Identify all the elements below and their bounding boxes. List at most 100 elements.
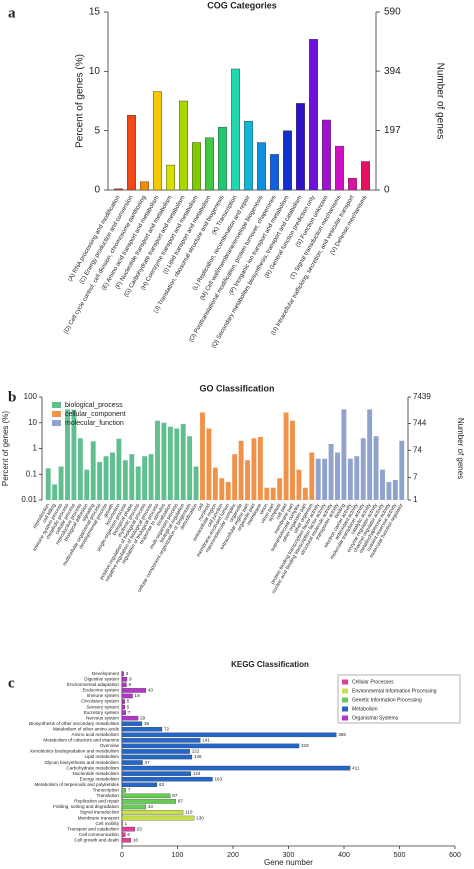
bar <box>238 440 244 500</box>
bar <box>232 454 238 500</box>
legend-label: Metabolism <box>352 706 378 712</box>
legend-label: Cellular Processes <box>352 679 394 685</box>
value-label: 130 <box>196 815 204 820</box>
bar <box>251 438 257 500</box>
x-tick-label: cell <box>196 503 205 513</box>
bar <box>322 119 331 191</box>
bar <box>347 458 353 500</box>
bar <box>153 91 162 191</box>
bar <box>244 120 253 191</box>
bar <box>200 412 205 500</box>
value-label: 3 <box>126 671 129 676</box>
bar <box>341 409 347 500</box>
y-axis-label: Percent of genes (%) <box>75 54 86 148</box>
bar <box>121 732 337 738</box>
bar <box>52 484 58 500</box>
legend-label: Genetic Information Processing <box>352 697 422 703</box>
value-label: 36 <box>144 721 150 726</box>
bar <box>257 436 263 500</box>
bar <box>121 699 125 704</box>
value-label: 29 <box>140 715 146 720</box>
y-tick-label: 0.1 <box>26 469 38 478</box>
bar <box>328 443 334 500</box>
bar <box>71 409 77 500</box>
y-tick-label: 10 <box>89 66 101 77</box>
value-label: 163 <box>214 776 222 781</box>
y-tick-label: Transport and catabolism <box>67 826 119 831</box>
y-axis-label: Percent of genes (%) <box>1 411 10 486</box>
y2-tick-label: 7 <box>413 473 418 482</box>
y-tick-label: Nervous system <box>86 715 119 720</box>
value-label: 122 <box>192 749 200 754</box>
y-tick-label: 0 <box>94 185 100 196</box>
bar <box>84 469 90 500</box>
y2-tick-label: 744 <box>413 419 427 428</box>
legend-box <box>337 674 461 724</box>
value-label: 37 <box>145 760 151 765</box>
bar <box>121 837 132 843</box>
y-tick-label: Circulatory system <box>81 699 119 704</box>
bar <box>121 804 147 810</box>
value-label: 43 <box>148 804 154 809</box>
y-tick-label: Nucleotide metabolism <box>73 771 120 776</box>
bar <box>264 487 270 500</box>
chart-title: KEGG Classification <box>231 660 309 669</box>
bar <box>309 39 318 191</box>
bar <box>361 161 370 191</box>
value-label: 6 <box>127 832 130 837</box>
y-tick-label: Glycan biosynthesis and metabolism <box>44 760 119 765</box>
legend-swatch <box>52 411 61 417</box>
value-label: 7 <box>128 788 131 793</box>
bar <box>315 458 321 500</box>
y-tick-label: Endocrine system <box>82 688 119 693</box>
y-tick-label: Metabolism of other amino acids <box>53 726 120 731</box>
bar <box>180 423 186 500</box>
bar <box>121 760 143 765</box>
value-label: 319 <box>301 743 309 748</box>
bar <box>309 452 315 500</box>
bar <box>380 469 385 500</box>
bar <box>121 799 176 804</box>
chart-title: COG Categories <box>207 0 277 10</box>
bar <box>283 412 289 500</box>
bar <box>161 422 167 500</box>
y-tick-label: 100 <box>24 392 38 401</box>
y-tick-label: Amino acid metabolism <box>72 732 120 737</box>
y-tick-label: Carbohydrate metabolism <box>66 765 119 770</box>
legend-swatch <box>52 420 61 426</box>
bar <box>90 441 96 500</box>
bar <box>270 487 276 500</box>
bar <box>219 478 225 500</box>
y-tick-label: 10 <box>28 418 37 427</box>
y2-axis-label: Number of genes <box>434 63 445 140</box>
bar <box>277 478 283 500</box>
y2-tick-label: 74 <box>413 445 422 454</box>
value-label: 124 <box>193 771 201 776</box>
value-label: 141 <box>202 738 210 743</box>
bar <box>335 145 344 191</box>
bar <box>225 482 231 500</box>
bar <box>322 458 328 500</box>
y-tick-label: Replication and repair <box>74 799 119 804</box>
value-label: 7 <box>128 710 131 715</box>
bar <box>245 460 250 500</box>
x-tick-label: 100 <box>172 852 184 859</box>
bar <box>335 452 340 500</box>
y-tick-label: Lipid metabolism <box>85 754 120 759</box>
bar <box>121 754 193 760</box>
bar <box>121 688 147 693</box>
y-tick-label: Environmental adaptation <box>67 682 120 687</box>
bar <box>348 177 357 191</box>
y2-tick-label: 7439 <box>413 392 431 401</box>
bar <box>121 821 123 826</box>
bar <box>373 436 379 500</box>
bar <box>296 469 302 500</box>
y-tick-label: Digestive system <box>84 677 119 682</box>
bar <box>121 815 195 821</box>
bar <box>127 115 136 191</box>
bar <box>140 181 149 191</box>
x-tick-label: 200 <box>227 852 239 859</box>
legend-swatch <box>52 402 61 408</box>
bar <box>121 671 124 677</box>
value-label: 72 <box>164 726 170 731</box>
